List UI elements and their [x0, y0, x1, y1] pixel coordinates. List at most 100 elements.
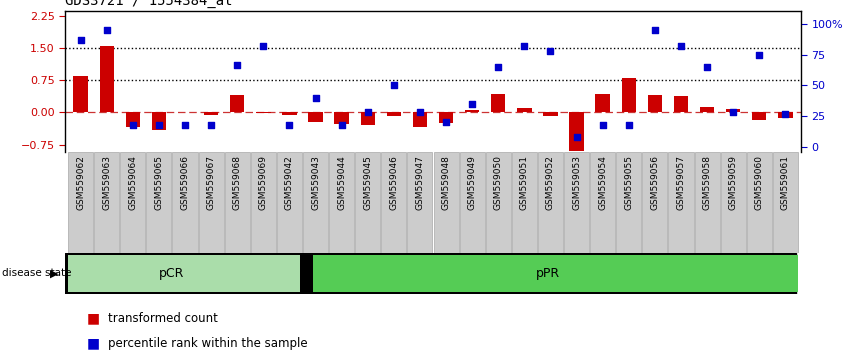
FancyBboxPatch shape — [94, 152, 120, 253]
Text: GSM559058: GSM559058 — [702, 155, 712, 210]
Text: GSM559049: GSM559049 — [468, 155, 476, 210]
Bar — [543, 113, 558, 116]
Point — [648, 27, 662, 33]
FancyBboxPatch shape — [68, 255, 300, 292]
Text: GSM559048: GSM559048 — [442, 155, 450, 210]
FancyBboxPatch shape — [65, 253, 796, 294]
Point — [100, 27, 113, 33]
FancyBboxPatch shape — [617, 152, 642, 253]
Point — [308, 95, 322, 101]
FancyBboxPatch shape — [538, 152, 563, 253]
Bar — [596, 95, 610, 113]
Text: GSM559063: GSM559063 — [102, 155, 111, 210]
FancyBboxPatch shape — [68, 152, 94, 253]
Text: GSM559060: GSM559060 — [755, 155, 764, 210]
FancyBboxPatch shape — [172, 152, 197, 253]
Bar — [230, 95, 244, 113]
Point — [596, 122, 610, 127]
Bar — [152, 113, 166, 130]
Bar — [752, 113, 766, 120]
FancyBboxPatch shape — [486, 152, 511, 253]
FancyBboxPatch shape — [224, 152, 249, 253]
FancyBboxPatch shape — [721, 152, 746, 253]
Text: GSM559059: GSM559059 — [728, 155, 738, 210]
FancyBboxPatch shape — [512, 152, 537, 253]
Text: GSM559054: GSM559054 — [598, 155, 607, 210]
Bar — [491, 95, 506, 113]
Text: GSM559061: GSM559061 — [781, 155, 790, 210]
Text: GSM559064: GSM559064 — [128, 155, 138, 210]
Point — [152, 122, 166, 127]
Point — [230, 62, 244, 67]
Bar — [439, 113, 453, 123]
FancyBboxPatch shape — [564, 152, 589, 253]
Bar — [308, 113, 323, 122]
Text: GSM559066: GSM559066 — [180, 155, 190, 210]
Bar — [126, 113, 140, 127]
Point — [74, 37, 87, 43]
Text: GSM559056: GSM559056 — [650, 155, 659, 210]
Point — [779, 111, 792, 116]
Text: GSM559045: GSM559045 — [363, 155, 372, 210]
Point — [622, 122, 636, 127]
Point — [178, 122, 192, 127]
Text: GSM559069: GSM559069 — [259, 155, 268, 210]
Point — [491, 64, 505, 70]
Bar — [465, 110, 480, 113]
Point — [700, 64, 714, 70]
Text: ■: ■ — [87, 312, 100, 326]
FancyBboxPatch shape — [643, 152, 668, 253]
Point — [282, 122, 296, 127]
Point — [361, 109, 375, 115]
FancyBboxPatch shape — [772, 152, 798, 253]
Bar — [386, 113, 401, 116]
Text: ■: ■ — [87, 336, 100, 350]
Text: GSM559050: GSM559050 — [494, 155, 503, 210]
Bar — [726, 109, 740, 113]
Text: GSM559055: GSM559055 — [624, 155, 633, 210]
FancyBboxPatch shape — [303, 152, 328, 253]
Text: GSM559043: GSM559043 — [311, 155, 320, 210]
Bar — [282, 113, 297, 115]
Point — [387, 82, 401, 88]
FancyBboxPatch shape — [146, 152, 171, 253]
Text: GSM559046: GSM559046 — [390, 155, 398, 210]
Bar — [700, 107, 714, 113]
Text: GSM559067: GSM559067 — [207, 155, 216, 210]
Point — [753, 52, 766, 58]
FancyBboxPatch shape — [434, 152, 459, 253]
Point — [674, 43, 688, 49]
FancyBboxPatch shape — [381, 152, 406, 253]
Bar — [178, 112, 192, 113]
Point — [517, 43, 531, 49]
Bar — [569, 113, 584, 151]
Bar — [74, 76, 87, 113]
Point — [413, 109, 427, 115]
FancyBboxPatch shape — [120, 152, 145, 253]
Text: transformed count: transformed count — [108, 312, 218, 325]
Point — [727, 109, 740, 115]
Bar — [622, 78, 636, 113]
Text: GSM559057: GSM559057 — [676, 155, 686, 210]
Text: GSM559044: GSM559044 — [337, 155, 346, 210]
Bar — [779, 113, 792, 118]
Text: GSM559047: GSM559047 — [416, 155, 424, 210]
FancyBboxPatch shape — [277, 152, 302, 253]
Text: percentile rank within the sample: percentile rank within the sample — [108, 337, 308, 350]
FancyBboxPatch shape — [407, 152, 432, 253]
Point — [439, 119, 453, 125]
Point — [256, 43, 270, 49]
Point — [465, 101, 479, 107]
FancyBboxPatch shape — [590, 152, 615, 253]
Point — [204, 122, 218, 127]
FancyBboxPatch shape — [355, 152, 380, 253]
Text: ▶: ▶ — [49, 268, 58, 279]
FancyBboxPatch shape — [198, 152, 223, 253]
Text: GDS3721 / 1554384_at: GDS3721 / 1554384_at — [65, 0, 232, 8]
FancyBboxPatch shape — [251, 152, 276, 253]
Point — [544, 48, 558, 54]
FancyBboxPatch shape — [313, 255, 798, 292]
Text: GSM559051: GSM559051 — [520, 155, 529, 210]
Bar — [674, 96, 688, 113]
Text: GSM559053: GSM559053 — [572, 155, 581, 210]
